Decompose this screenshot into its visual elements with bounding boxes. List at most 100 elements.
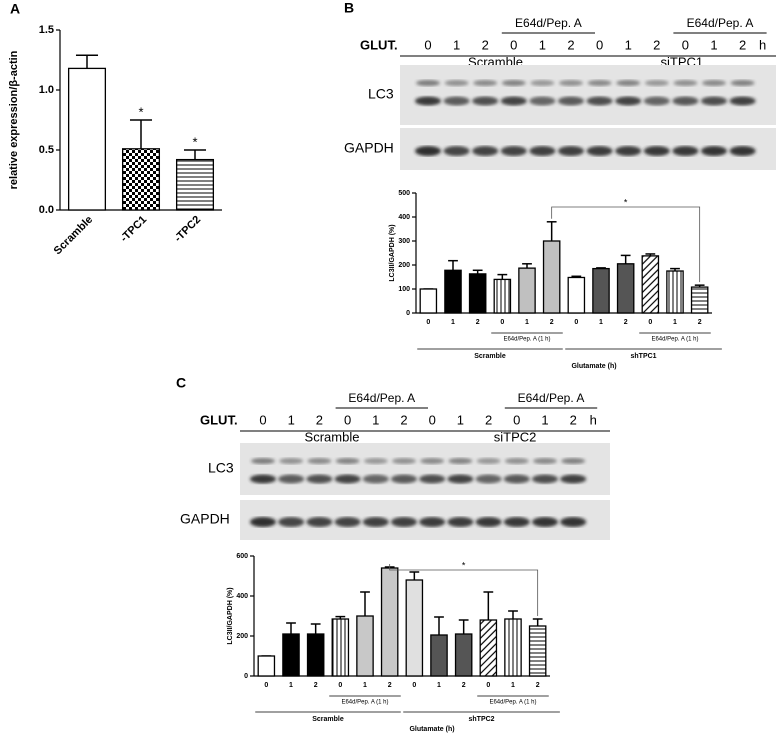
blot-band xyxy=(362,474,389,484)
lane-label: 0 xyxy=(596,37,603,52)
blot-band xyxy=(306,474,333,484)
bar xyxy=(444,269,462,314)
blot-band xyxy=(475,517,502,527)
blot-band xyxy=(561,458,586,464)
blot-band xyxy=(503,517,530,527)
x-tick-label: 2 xyxy=(388,682,392,689)
bar xyxy=(641,255,660,314)
lane-label: 2 xyxy=(570,412,577,427)
lane-label: 1 xyxy=(710,37,717,52)
blot-band xyxy=(250,517,276,527)
subgroup-label: E64d/Pep. A (1 h) xyxy=(489,700,536,706)
blot-band xyxy=(278,474,305,484)
x-tick-label: 1 xyxy=(511,682,515,689)
bar xyxy=(504,618,522,677)
panel-label: C xyxy=(176,375,186,391)
blot-band xyxy=(444,80,469,86)
bar xyxy=(493,278,512,314)
blot-band xyxy=(559,80,583,86)
lane-label: 0 xyxy=(259,412,266,427)
blot-band xyxy=(391,517,417,527)
blot-band xyxy=(616,80,641,86)
blot-band xyxy=(730,80,755,86)
blot-band xyxy=(558,96,584,106)
x-tick-label: 1 xyxy=(525,319,529,326)
blot-band xyxy=(443,96,470,106)
x-tick-label: 0 xyxy=(648,319,652,326)
bar xyxy=(468,273,487,314)
blot-band xyxy=(472,146,499,156)
blot-band xyxy=(391,474,417,484)
bar xyxy=(282,633,300,677)
x-tick-label: 0 xyxy=(486,682,490,689)
x-tick-label: 0 xyxy=(264,682,268,689)
blot-band xyxy=(701,146,727,156)
lane-label: 1 xyxy=(457,412,464,427)
lane-label: 2 xyxy=(653,37,660,52)
blot-band xyxy=(586,96,613,106)
lane-label: 0 xyxy=(510,37,517,52)
bar xyxy=(121,148,161,211)
blot-band xyxy=(532,517,558,527)
x-tick-label: 1 xyxy=(673,319,677,326)
x-tick-label: Scramble xyxy=(52,214,96,258)
blot-band xyxy=(615,146,642,156)
y-tick-label: 400 xyxy=(236,593,248,600)
significance: * xyxy=(462,560,466,570)
blot-row-label: LC3 xyxy=(368,86,394,102)
blot-band xyxy=(250,474,276,484)
x-tick-label: 1 xyxy=(451,319,455,326)
blot-band xyxy=(476,458,501,464)
x-tick-label: 2 xyxy=(476,319,480,326)
x-tick-label: 1 xyxy=(363,682,367,689)
x-tick-label: 2 xyxy=(314,682,318,689)
group-label: shTPC2 xyxy=(469,716,495,723)
blot-band xyxy=(643,96,670,106)
y-tick-label: 0 xyxy=(406,310,410,317)
bar xyxy=(380,567,399,677)
blot-band xyxy=(472,96,499,106)
lane-label: 2 xyxy=(485,412,492,427)
panel-label: B xyxy=(344,0,354,16)
blot-band xyxy=(447,474,474,484)
x-tick-label: 2 xyxy=(550,319,554,326)
y-tick-label: 100 xyxy=(398,286,410,293)
x-tick-label: 2 xyxy=(462,682,466,689)
x-tick-label: 2 xyxy=(536,682,540,689)
unit-label: h xyxy=(590,412,597,427)
bar xyxy=(616,263,635,314)
blot-band xyxy=(529,96,556,106)
lane-label: 0 xyxy=(513,412,520,427)
y-tick-label: 1.0 xyxy=(39,84,54,96)
bar xyxy=(518,267,536,314)
y-axis-label: LC3II/GAPDH (%) xyxy=(227,587,234,644)
blot-band xyxy=(279,458,304,464)
lane-label: 0 xyxy=(424,37,431,52)
x-tick-label: 0 xyxy=(426,319,430,326)
treatment-label: E64d/Pep. A xyxy=(518,391,585,405)
blot-row-label: GAPDH xyxy=(344,140,394,156)
x-tick-label: -TPC2 xyxy=(172,214,203,245)
y-tick-label: 500 xyxy=(398,190,410,197)
y-axis-label: relative expression/β-actin xyxy=(8,50,20,189)
y-axis-label: LC3II/GAPDH (%) xyxy=(389,224,396,281)
lane-label: 2 xyxy=(567,37,574,52)
x-tick-label: 1 xyxy=(437,682,441,689)
blot-band xyxy=(587,80,612,86)
y-tick-label: 0.0 xyxy=(39,204,54,216)
blot-band xyxy=(443,146,470,156)
blot-band xyxy=(672,146,699,156)
blot-band xyxy=(447,517,474,527)
blot-band xyxy=(560,474,587,484)
blot-band xyxy=(362,517,389,527)
bar xyxy=(666,270,684,314)
blot-band xyxy=(448,458,473,464)
blot-band xyxy=(334,517,361,527)
blot-band xyxy=(701,96,727,106)
bar xyxy=(306,633,325,677)
lane-label: 1 xyxy=(453,37,460,52)
significance-bracket xyxy=(551,206,701,283)
blot-band xyxy=(419,517,446,527)
blot-band xyxy=(307,458,332,464)
blot-band xyxy=(475,474,502,484)
